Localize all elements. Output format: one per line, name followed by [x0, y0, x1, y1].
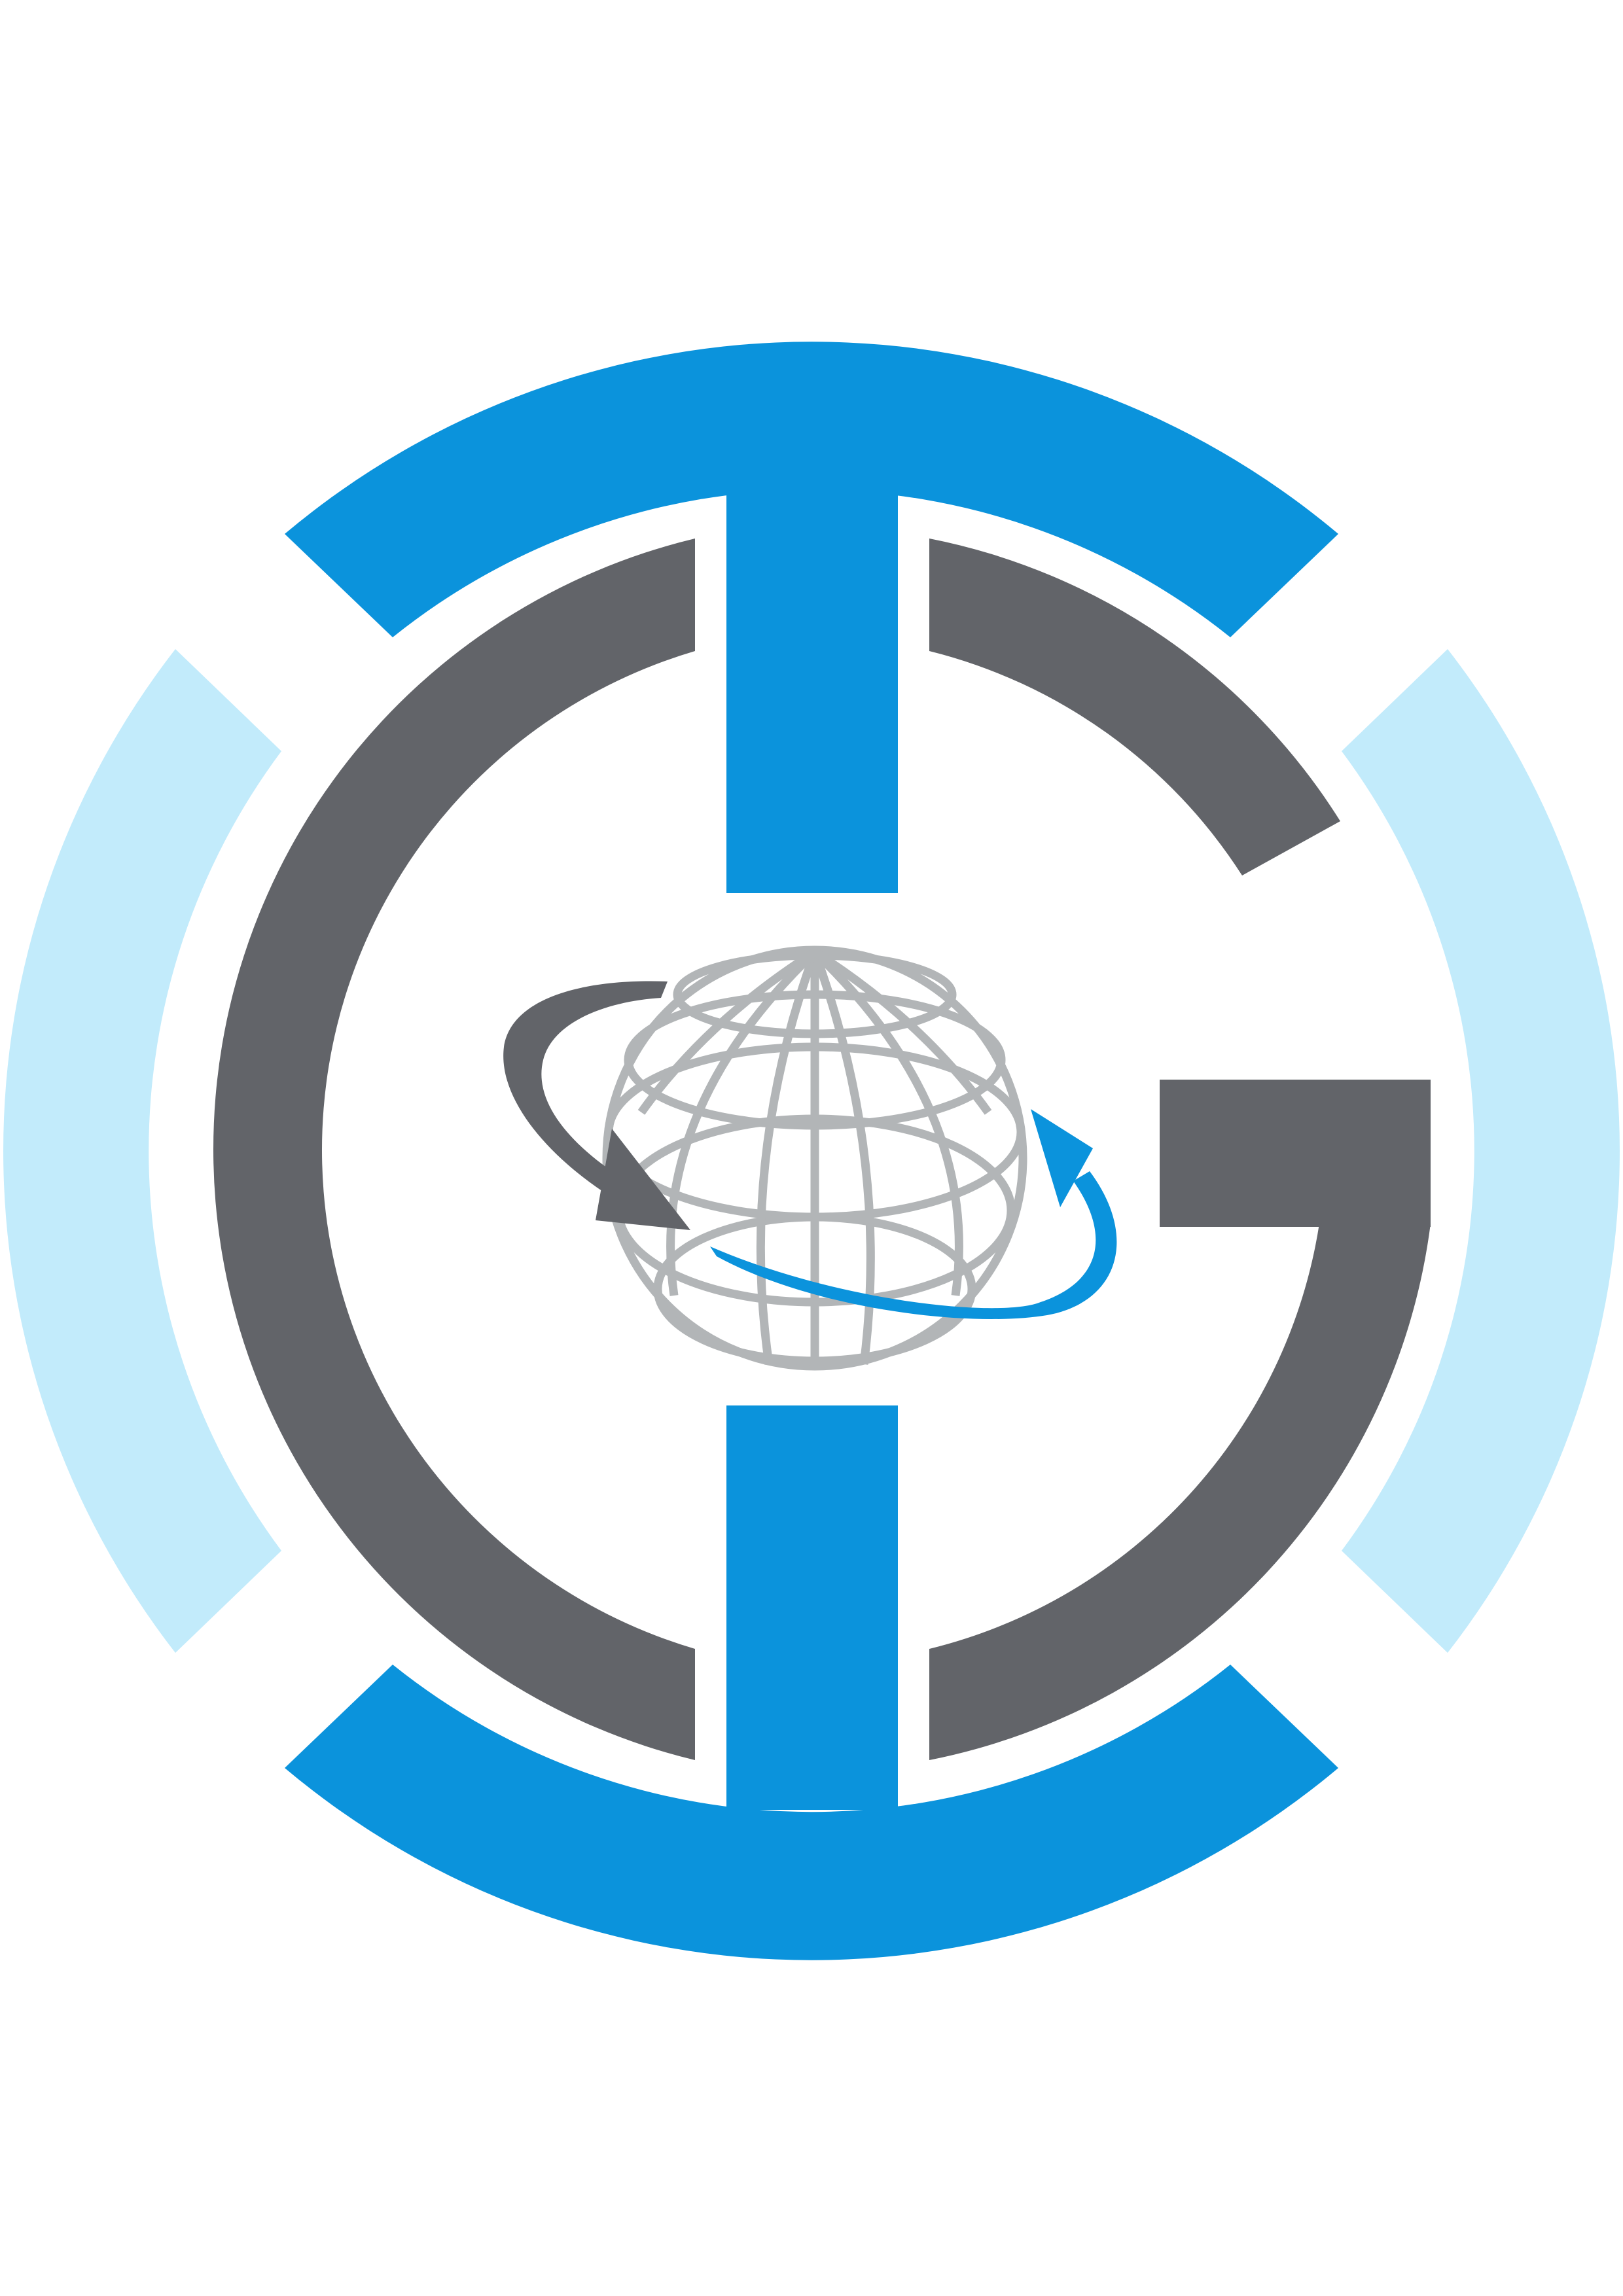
- monogram-left-c: [213, 539, 695, 1760]
- blue-orbit-arrow-icon: [710, 1109, 1117, 1319]
- vertical-bars: [726, 487, 898, 1810]
- globe-icon: [602, 945, 1027, 1371]
- outer-ring-right-segment: [1342, 649, 1620, 1653]
- monogram-g-upper-arc: [929, 539, 1340, 875]
- globe-with-orbit-arrows-icon: [503, 945, 1117, 1371]
- bottom-vertical-bar: [726, 1405, 898, 1810]
- monogram-g-crossbar: [1160, 1080, 1431, 1227]
- outer-ring-bottom-segment: [285, 1665, 1338, 1960]
- monogram: [213, 539, 1431, 1760]
- monogram-g-lower-arc: [929, 1224, 1431, 1760]
- outer-ring-left-segment: [3, 649, 281, 1653]
- top-vertical-bar: [726, 487, 898, 893]
- gray-orbit-arrow-icon: [503, 981, 690, 1230]
